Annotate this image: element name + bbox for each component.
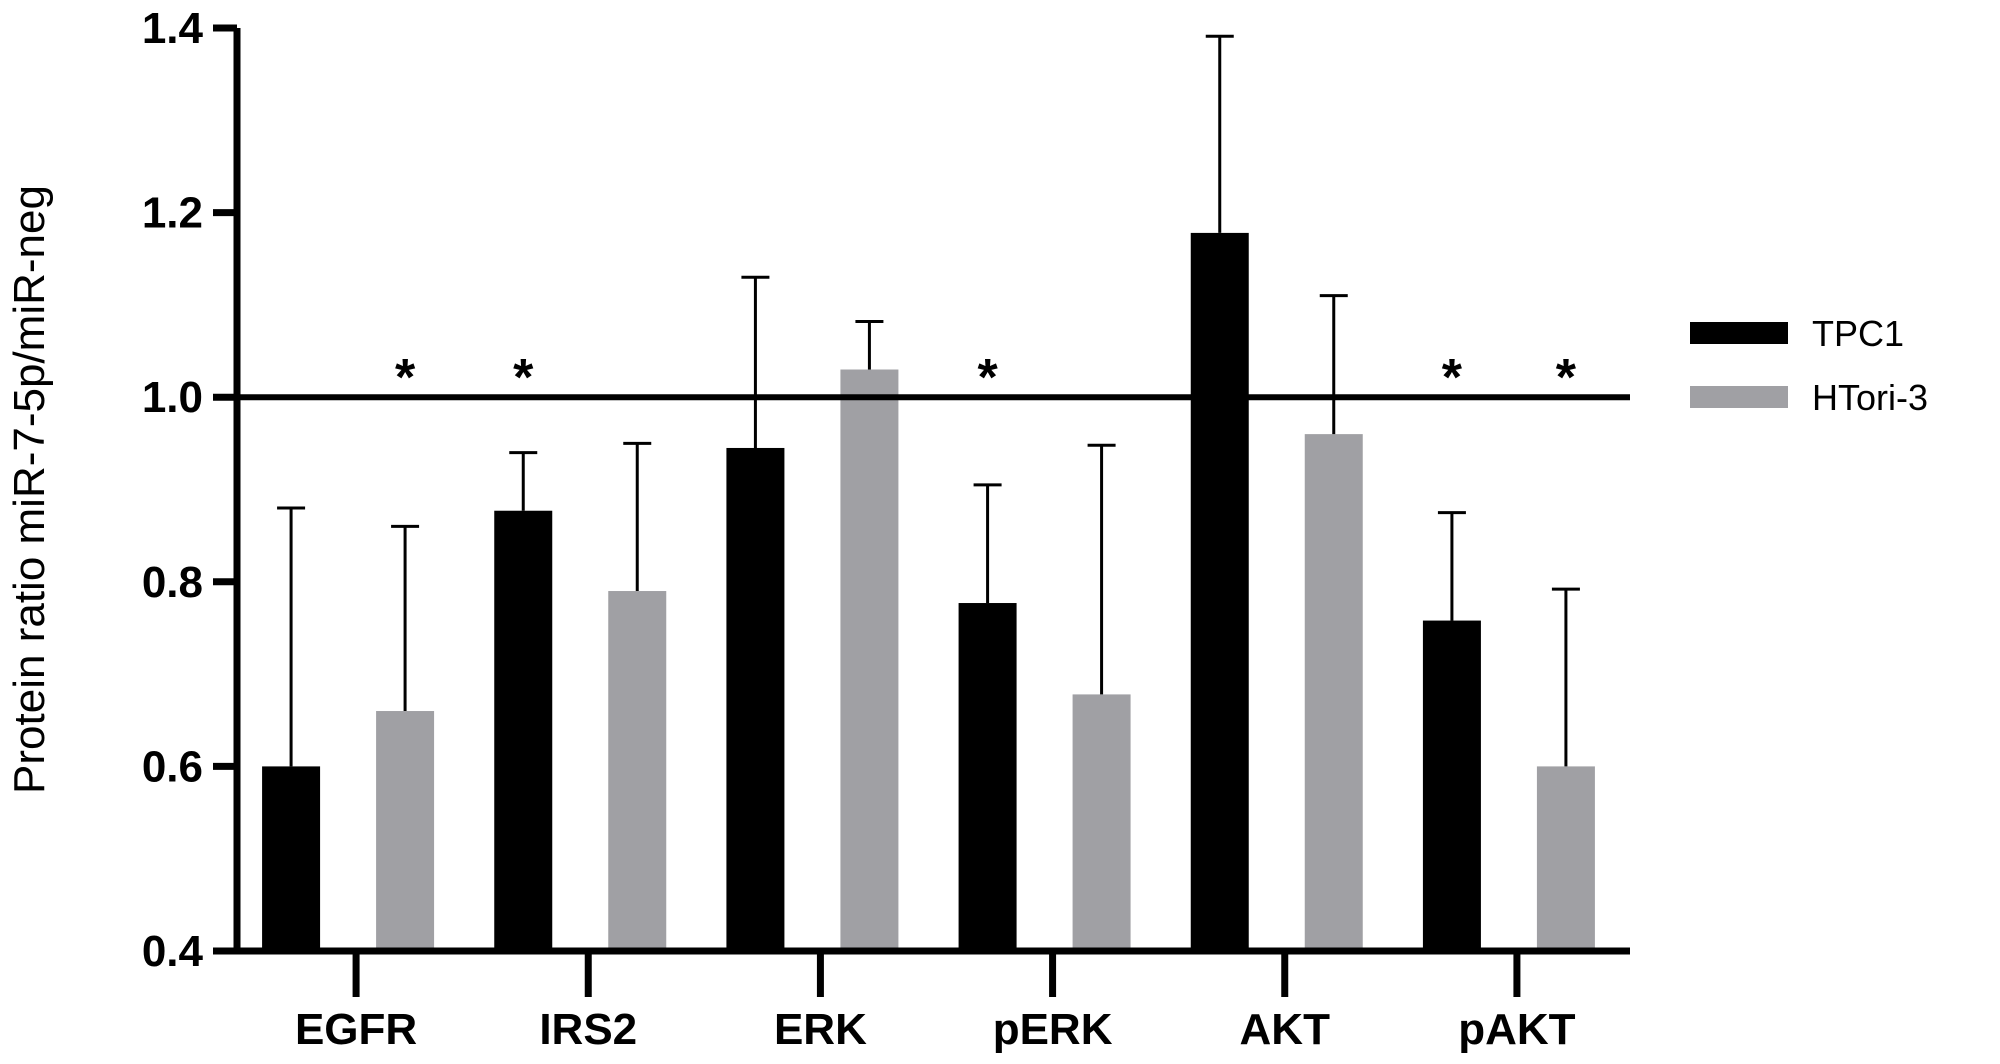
x-tick-label-irs2: IRS2 [539, 1005, 637, 1054]
bar-tpc1-pakt [1422, 620, 1481, 951]
significance-star: * [395, 349, 416, 407]
y-tick-label: 1.0 [142, 373, 203, 422]
y-tick-label: 0.8 [142, 558, 203, 607]
bar-tpc1-akt [1190, 232, 1249, 951]
y-tick-label: 1.2 [142, 189, 203, 238]
x-tick-label-egfr: EGFR [295, 1005, 417, 1054]
y-axis-label: Protein ratio miR-7-5p/miR-neg [5, 185, 54, 794]
bar-tpc1-irs2 [494, 510, 553, 951]
significance-star: * [1442, 349, 1463, 407]
labels-layer: 0.4 0.6 0.8 1.0 1.2 1.4 Protein ratio miR-7-5p… [5, 4, 1577, 1054]
x-tick-label-pakt: pAKT [1458, 1005, 1575, 1054]
y-tick-label: 0.6 [142, 742, 203, 791]
bar-tpc1-egfr [262, 766, 321, 951]
legend-label-htori-3: HTori-3 [1812, 377, 1928, 418]
legend: TPC1 HTori-3 [1690, 313, 1928, 418]
bar-tpc1-erk [726, 447, 785, 951]
legend-label-tpc1: TPC1 [1812, 313, 1904, 354]
significance-star: * [1556, 349, 1577, 407]
legend-swatch-tpc1 [1690, 322, 1788, 344]
bar-htori-3-pakt [1536, 766, 1595, 951]
bars-layer [262, 232, 1595, 951]
bar-tpc1-perk [958, 603, 1017, 951]
x-tick-label-akt: AKT [1240, 1005, 1331, 1054]
bar-htori-3-erk [840, 369, 899, 951]
legend-swatch-htori-3 [1690, 386, 1788, 408]
error-bars-layer [237, 34, 1630, 767]
bar-htori-3-egfr [376, 711, 435, 951]
x-tick-label-perk: pERK [993, 1005, 1113, 1054]
axes-layer [213, 24, 1630, 997]
y-tick-label: 1.4 [142, 4, 204, 53]
bar-htori-3-akt [1304, 434, 1363, 951]
significance-star: * [513, 349, 534, 407]
y-tick-label: 0.4 [142, 927, 204, 976]
bar-htori-3-irs2 [608, 591, 667, 951]
x-tick-label-erk: ERK [774, 1005, 867, 1054]
bar-htori-3-perk [1072, 694, 1131, 951]
significance-star: * [977, 349, 998, 407]
